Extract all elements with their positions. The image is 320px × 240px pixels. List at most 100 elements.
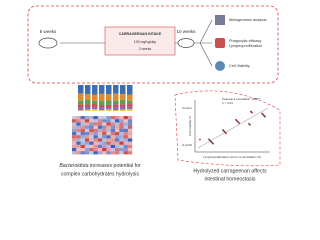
heat-cell <box>80 151 85 155</box>
heat-cell <box>102 144 107 148</box>
heat-cell <box>102 132 107 136</box>
heat-cell <box>93 125 98 129</box>
heat-cell <box>84 144 90 148</box>
experiment-box <box>27 5 279 84</box>
bar-segment <box>106 109 112 111</box>
heat-cell <box>102 119 107 123</box>
bar-segment <box>120 109 126 111</box>
heat-cell <box>119 148 124 152</box>
heat-cell <box>127 132 133 136</box>
bar-segment <box>99 107 105 110</box>
bar-segment <box>106 100 112 105</box>
heat-cell <box>89 116 94 120</box>
heat-cell <box>76 135 81 139</box>
heat-cell <box>102 125 107 129</box>
heat-cell <box>102 151 107 155</box>
heat-cell <box>76 119 81 123</box>
heat-cell <box>72 148 77 152</box>
bar-segment <box>78 100 84 105</box>
heat-cell <box>110 132 115 136</box>
heat-cell <box>115 141 120 145</box>
heat-cell <box>106 119 111 123</box>
heat-cell <box>97 138 103 142</box>
heat-cell <box>102 138 107 142</box>
scatter-point <box>199 138 201 141</box>
heat-cell <box>93 148 98 152</box>
stacked-bar-chart <box>78 85 133 111</box>
heat-cell <box>127 125 133 129</box>
heat-cell <box>123 148 128 152</box>
bar-segment <box>85 104 91 107</box>
heat-cell <box>123 151 128 155</box>
heat-cell <box>115 148 120 152</box>
caption-rest: increases potential for <box>88 163 140 169</box>
heat-cell <box>119 119 124 123</box>
heat-cell <box>89 148 94 152</box>
heat-cell <box>84 151 90 155</box>
heat-cell <box>127 135 133 139</box>
scatter-point <box>222 129 224 132</box>
heat-cell <box>84 135 90 139</box>
heat-cell <box>84 125 90 129</box>
heat-cell <box>119 128 124 132</box>
bar-segment <box>99 93 105 102</box>
heat-cell <box>115 128 120 132</box>
heat-cell <box>115 135 120 139</box>
bar-segment <box>92 106 98 110</box>
bar-segment <box>85 99 91 105</box>
heat-cell <box>115 122 120 126</box>
bar-segment <box>120 106 126 110</box>
bar-segment <box>127 106 133 110</box>
heat-cell <box>102 148 107 152</box>
bar-segment <box>113 110 119 111</box>
y-axis-label: Cell Viability % <box>188 116 192 136</box>
dose-label: 100 mg/kg/day <box>134 40 157 44</box>
heat-cell <box>89 138 94 142</box>
heat-cell <box>97 148 103 152</box>
heat-cell <box>84 122 90 126</box>
heat-cell <box>110 128 115 132</box>
branch-arrows <box>199 19 213 67</box>
heat-cell <box>123 125 128 129</box>
analysis-label: Phagocytic efficacy <box>229 39 262 43</box>
heat-cell <box>80 122 85 126</box>
group-label: Control <box>182 106 192 110</box>
heat-cell <box>97 135 103 139</box>
graphical-abstract: 8 weeks CARRAGEENAN INTAKE 100 mg/kg/day… <box>27 5 281 182</box>
heat-cell <box>119 125 124 129</box>
heat-cell <box>127 119 133 123</box>
bar-segment <box>99 85 105 94</box>
heat-cell <box>93 128 98 132</box>
end-label: 10 weeks <box>176 29 196 34</box>
bar-segment <box>120 104 126 107</box>
heat-cell <box>127 116 133 120</box>
heat-cell <box>115 151 120 155</box>
stat-label: p < 0.01 <box>222 101 233 105</box>
heat-cell <box>106 151 111 155</box>
bar-segment <box>85 106 91 110</box>
heat-cell <box>119 116 124 120</box>
heat-cell <box>102 128 107 132</box>
heat-cell <box>72 132 77 136</box>
bar-segment <box>85 109 91 111</box>
heat-cell <box>72 122 77 126</box>
heat-cell <box>76 151 81 155</box>
heat-cell <box>119 141 124 145</box>
heat-cell <box>127 122 133 126</box>
analysis-label: Cell Viability <box>229 64 250 68</box>
heat-cell <box>123 141 128 145</box>
mouse-icon <box>177 38 195 48</box>
treatment-label: CARRAGEENAN INTAKE <box>119 32 162 36</box>
heat-cell <box>84 116 90 120</box>
heat-cell <box>93 138 98 142</box>
metagenomic-icon <box>215 15 225 25</box>
heat-cell <box>115 125 120 129</box>
heat-cell <box>80 144 85 148</box>
heat-cell <box>106 138 111 142</box>
scatter-point <box>248 122 250 125</box>
heat-cell <box>127 148 133 152</box>
treatment-box <box>104 26 176 56</box>
heat-cell <box>119 135 124 139</box>
heat-cell <box>97 122 103 126</box>
heat-cell <box>123 122 128 126</box>
